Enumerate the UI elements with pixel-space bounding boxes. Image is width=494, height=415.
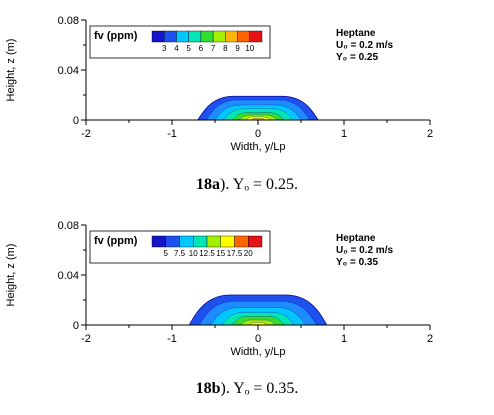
caption-18b-text: ). Yₒ = 0.35.: [220, 380, 299, 397]
chart-18a: -2 -1 0 1 2 0 0.04 0.08 Width, y/Lp Height, z (m)…: [0, 10, 494, 170]
chart0-legend-swatch-4: [200, 30, 214, 43]
caption-18a: 18a). Yₒ = 0.25.: [0, 176, 494, 194]
chart1-x-tick-label-3: 1: [341, 333, 347, 345]
chart0-legend-title: fv (ppm): [94, 30, 138, 42]
chart1-legend-swatch-7: [248, 235, 263, 248]
chart1-legend-swatch-5: [220, 235, 235, 248]
chart1-y-tick-label-1: 0.04: [58, 270, 79, 282]
chart1-legend-level-2: 10: [189, 249, 198, 258]
chart0-legend-level-5: 8: [223, 44, 228, 53]
chart0-legend-level-0: 3: [162, 44, 167, 53]
chart0-legend-level-3: 6: [199, 44, 204, 53]
chart1-x-tick-label-1: -1: [167, 333, 177, 345]
chart1-x-tick-label-0: -2: [81, 333, 91, 345]
chart1-x-tick-label-4: 2: [427, 333, 433, 345]
chart0-y-axis-label: Height, z (m): [5, 39, 17, 102]
chart0-annotation-fuel: Heptane: [336, 28, 376, 39]
chart1-legend-level-0: 5: [164, 249, 169, 258]
chart1-annotation-u0: U₀ = 0.2 m/s: [336, 245, 393, 256]
chart0-legend-level-1: 4: [174, 44, 179, 53]
chart0-legend-swatch-2: [176, 30, 189, 43]
chart0-legend-level-2: 5: [186, 44, 191, 53]
chart0-legend-swatch-7: [237, 30, 250, 43]
chart0-x-tick-label-4: 2: [427, 128, 433, 140]
chart0-legend-level-6: 9: [235, 44, 240, 53]
chart0-x-tick-label-3: 1: [341, 128, 347, 140]
chart0-legend-swatch-0: [151, 30, 165, 43]
chart0-legend-swatch-1: [164, 30, 177, 43]
chart1-legend: fv (ppm) 5 7.5 10 12.5 15 17.5 20: [89, 230, 271, 264]
chart0-legend: fv (ppm) 3 4 5 6 7 8 9 10: [89, 25, 271, 59]
chart1-contour-level-20: [249, 322, 267, 326]
chart1-x-tick-label-2: 0: [255, 333, 261, 345]
chart1-legend-level-4: 15: [216, 249, 225, 258]
chart1-legend-level-6: 20: [244, 249, 253, 258]
chart0-annotation-y0: Y₀ = 0.25: [336, 52, 378, 63]
chart0-legend-level-7: 10: [245, 44, 254, 53]
chart1-annotation-fuel: Heptane: [336, 233, 376, 244]
chart0-y-tick-label-0: 0: [73, 115, 79, 127]
chart1-annotation-y0: Y₀ = 0.35: [336, 257, 378, 268]
chart-18b: -2 -1 0 1 2 0 0.04 0.08 Width, y/Lp Height, z (m)…: [0, 215, 494, 375]
caption-18a-label: 18a: [196, 176, 221, 193]
chart0-y-tick-label-1: 0.04: [58, 65, 79, 77]
chart-18a-svg: -2 -1 0 1 2 0 0.04 0.08 Width, y/Lp Height, z (m)…: [5, 15, 433, 153]
chart1-legend-title: fv (ppm): [94, 235, 138, 247]
chart0-x-tick-label-0: -2: [81, 128, 91, 140]
chart0-y-tick-label-2: 0.08: [58, 15, 79, 27]
chart1-legend-swatch-2: [179, 235, 194, 248]
chart0-legend-swatch-5: [212, 30, 226, 43]
chart1-legend-level-3: 12.5: [199, 249, 215, 258]
chart1-legend-level-1: 7.5: [174, 249, 186, 258]
chart1-legend-swatch-6: [234, 235, 249, 248]
chart0-x-tick-label-2: 0: [255, 128, 261, 140]
chart1-legend-swatch-1: [165, 235, 180, 248]
chart0-x-axis-label: Width, y/Lp: [230, 141, 285, 153]
chart0-legend-swatch-8: [249, 30, 263, 43]
chart1-y-tick-label-2: 0.08: [58, 220, 79, 232]
chart1-legend-swatch-3: [193, 235, 208, 248]
chart1-y-axis-label: Height, z (m): [5, 244, 17, 307]
chart0-annotation-u0: U₀ = 0.2 m/s: [336, 40, 393, 51]
caption-18a-text: ). Yₒ = 0.25.: [220, 176, 298, 193]
chart0-legend-swatch-3: [188, 30, 202, 43]
chart0-legend-level-4: 7: [211, 44, 216, 53]
caption-18b-label: 18b: [195, 380, 221, 397]
caption-18b: 18b). Yₒ = 0.35.: [0, 380, 494, 398]
chart0-legend-swatch-6: [225, 30, 238, 43]
chart1-legend-swatch-4: [206, 235, 221, 248]
chart1-legend-swatch-0: [151, 235, 166, 248]
chart0-x-tick-label-1: -1: [167, 128, 177, 140]
chart1-y-tick-label-0: 0: [73, 320, 79, 332]
chart1-x-axis-label: Width, y/Lp: [230, 346, 285, 358]
chart1-legend-level-5: 17.5: [227, 249, 243, 258]
